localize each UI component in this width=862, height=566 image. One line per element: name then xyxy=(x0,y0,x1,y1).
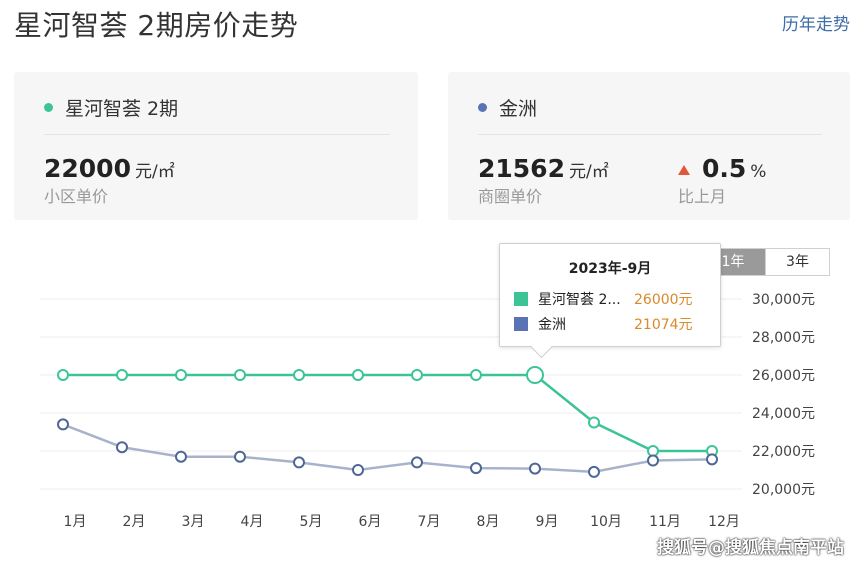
y-tick-label: 24,000元 xyxy=(752,406,815,422)
data-point[interactable] xyxy=(411,456,423,469)
tooltip-series-name: 金洲 xyxy=(538,317,566,333)
community-price-label: 小区单价 xyxy=(44,187,109,206)
data-point[interactable] xyxy=(529,462,541,475)
data-point[interactable] xyxy=(588,416,600,429)
data-point[interactable] xyxy=(293,456,305,469)
y-tick-label: 28,000元 xyxy=(752,330,815,346)
data-point[interactable] xyxy=(234,369,246,381)
community-legend-dot xyxy=(44,103,53,112)
month-change-value: 0.5 xyxy=(702,154,747,183)
tooltip-series-name: 星河智荟 2... xyxy=(538,292,621,308)
chart-tooltip: 2023年-9月 星河智荟 2... 26000元 金洲 21074元 xyxy=(499,243,721,347)
month-change-block: 0.5% 比上月 xyxy=(678,154,766,207)
data-point[interactable] xyxy=(234,450,246,463)
data-point[interactable] xyxy=(116,441,128,454)
data-point[interactable] xyxy=(116,369,128,381)
x-tick-label: 8月 xyxy=(477,514,500,530)
x-tick-label: 12月 xyxy=(708,514,740,530)
x-tick-label: 11月 xyxy=(649,514,681,530)
x-tick-label: 9月 xyxy=(536,514,559,530)
y-tick-label: 26,000元 xyxy=(752,368,815,384)
community-price-card: 星河智荟 2期 22000 元/㎡ 小区单价 xyxy=(14,72,418,220)
y-tick-label: 22,000元 xyxy=(752,444,815,460)
district-price-unit: 元/㎡ xyxy=(568,162,609,182)
x-tick-label: 7月 xyxy=(418,514,441,530)
month-change-unit: % xyxy=(750,162,767,182)
data-point[interactable] xyxy=(352,464,364,476)
data-point[interactable] xyxy=(706,453,718,466)
x-tick-label: 6月 xyxy=(359,514,382,530)
tooltip-swatch xyxy=(514,317,528,331)
community-price-unit: 元/㎡ xyxy=(134,162,175,182)
district-price-block: 21562 元/㎡ 商圈单价 xyxy=(478,154,609,207)
tooltip-title: 2023年-9月 xyxy=(568,261,652,277)
data-point[interactable] xyxy=(175,450,187,463)
x-tick-label: 3月 xyxy=(182,514,205,530)
x-tick-label: 10月 xyxy=(590,514,622,530)
x-tick-label: 2月 xyxy=(123,514,146,530)
district-price-label: 商圈单价 xyxy=(478,187,543,206)
series-line xyxy=(62,423,713,474)
card-divider xyxy=(478,134,822,135)
district-name: 金洲 xyxy=(499,98,538,120)
y-tick-label: 30,000元 xyxy=(752,292,815,308)
tooltip-series-value: 21074元 xyxy=(634,317,693,333)
y-tick-label: 20,000元 xyxy=(752,482,815,498)
tooltip-row: 金洲 21074元 xyxy=(514,314,706,334)
data-point[interactable] xyxy=(588,465,600,478)
month-change-label: 比上月 xyxy=(678,187,727,206)
data-point[interactable] xyxy=(411,369,423,381)
data-point[interactable] xyxy=(57,369,69,381)
community-name: 星河智荟 2期 xyxy=(65,98,179,120)
watermark: 搜狐号@搜狐焦点南平站 xyxy=(657,538,844,558)
period-3-year-button[interactable]: 3年 xyxy=(765,249,829,275)
tooltip-series-value: 26000元 xyxy=(634,292,693,308)
x-tick-label: 1月 xyxy=(64,514,87,530)
card-divider xyxy=(44,134,390,135)
history-trend-link[interactable]: 历年走势 xyxy=(782,15,850,35)
data-point[interactable] xyxy=(647,454,659,467)
page-title: 星河智荟 2期房价走势 xyxy=(14,9,299,42)
tooltip-swatch xyxy=(514,292,528,306)
data-point[interactable] xyxy=(470,462,482,475)
data-point[interactable] xyxy=(57,418,69,431)
community-price: 22000 xyxy=(44,154,131,183)
district-legend-dot xyxy=(478,103,487,112)
data-point[interactable] xyxy=(293,369,305,381)
district-price-card: 金洲 21562 元/㎡ 商圈单价 0.5% 比上月 xyxy=(448,72,850,220)
up-triangle-icon xyxy=(678,164,690,175)
highlighted-data-point[interactable] xyxy=(526,366,544,384)
district-name-row: 金洲 xyxy=(478,94,537,121)
data-point[interactable] xyxy=(470,369,482,381)
x-tick-label: 5月 xyxy=(300,514,323,530)
data-point[interactable] xyxy=(175,369,187,381)
community-price-block: 22000 元/㎡ 小区单价 xyxy=(44,154,175,207)
tooltip-row: 星河智荟 2... 26000元 xyxy=(514,289,706,309)
data-point[interactable] xyxy=(352,369,364,381)
x-tick-label: 4月 xyxy=(241,514,264,530)
district-price: 21562 xyxy=(478,154,565,183)
series-line xyxy=(63,373,712,453)
community-name-row: 星河智荟 2期 xyxy=(44,94,178,121)
